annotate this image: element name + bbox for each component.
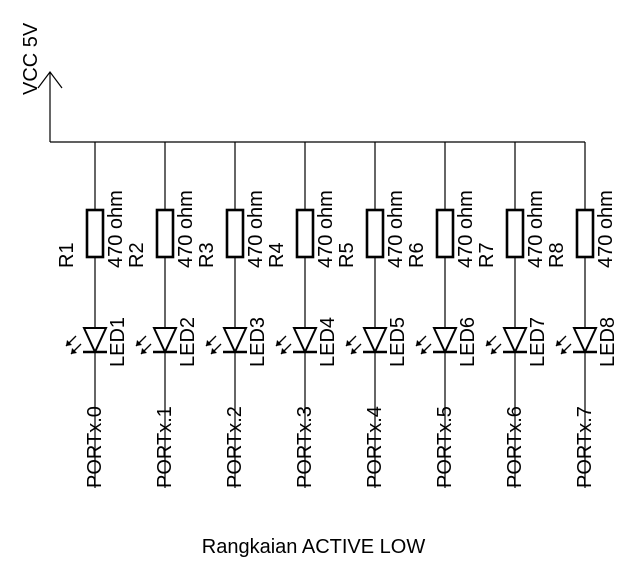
light-arrowhead-icon [421, 348, 427, 354]
light-arrowhead-icon [136, 340, 142, 346]
light-arrowhead-icon [276, 340, 282, 346]
resistor-value-label: 470 ohm [105, 190, 127, 268]
light-arrowhead-icon [351, 348, 357, 354]
light-arrowhead-icon [211, 348, 217, 354]
led-diode-icon [502, 327, 528, 355]
resistor-symbol [365, 208, 385, 259]
led-channel: R2 470 ohm LED2 PORTx.1 [126, 142, 199, 488]
resistor-label: R8 [546, 242, 568, 268]
led-channel: R5 470 ohm LED5 PORTx.4 [336, 142, 409, 488]
resistor-value-label: 470 ohm [385, 190, 407, 268]
port-label: PORTx.6 [504, 406, 526, 488]
port-label: PORTx.1 [154, 406, 176, 488]
light-arrowhead-icon [346, 340, 352, 346]
light-arrowhead-icon [491, 348, 497, 354]
led-channel: R7 470 ohm LED7 PORTx.6 [476, 142, 549, 488]
light-arrowhead-icon [141, 348, 147, 354]
led-channel: R6 470 ohm LED6 PORTx.5 [406, 142, 479, 488]
led-label: LED7 [527, 317, 549, 367]
port-label: PORTx.3 [294, 406, 316, 488]
resistor-value-label: 470 ohm [595, 190, 617, 268]
resistor-symbol [225, 208, 245, 259]
led-label: LED8 [597, 317, 619, 367]
led-label: LED4 [317, 317, 339, 367]
resistor-label: R1 [56, 242, 78, 268]
resistor-value-label: 470 ohm [525, 190, 547, 268]
light-arrowhead-icon [486, 340, 492, 346]
led-channel: R4 470 ohm LED4 PORTx.3 [266, 142, 339, 488]
resistor-symbol [85, 208, 105, 259]
led-label: LED2 [177, 317, 199, 367]
resistor-value-label: 470 ohm [245, 190, 267, 268]
led-label: LED6 [457, 317, 479, 367]
resistor-symbol [155, 208, 175, 259]
light-arrowhead-icon [66, 340, 72, 346]
resistor-label: R6 [406, 242, 428, 268]
led-diode-icon [292, 327, 318, 355]
resistor-label: R7 [476, 242, 498, 268]
resistor-label: R2 [126, 242, 148, 268]
led-label: LED5 [387, 317, 409, 367]
resistor-value-label: 470 ohm [175, 190, 197, 268]
port-label: PORTx.4 [364, 406, 386, 488]
resistor-symbol [575, 208, 595, 259]
light-arrowhead-icon [416, 340, 422, 346]
resistor-label: R3 [196, 242, 218, 268]
port-label: PORTx.7 [574, 406, 596, 488]
led-diode-icon [572, 327, 598, 355]
vcc-supply: VCC 5V [20, 22, 585, 143]
led-diode-icon [152, 327, 178, 355]
led-diode-icon [432, 327, 458, 355]
led-diode-icon [362, 327, 388, 355]
resistor-label: R4 [266, 242, 288, 268]
light-arrowhead-icon [556, 340, 562, 346]
light-arrowhead-icon [71, 348, 77, 354]
led-diode-icon [82, 327, 108, 355]
vcc-label: VCC 5V [20, 22, 42, 95]
resistor-symbol [295, 208, 315, 259]
resistor-label: R5 [336, 242, 358, 268]
led-channel: R3 470 ohm LED3 PORTx.2 [196, 142, 269, 488]
light-arrowhead-icon [561, 348, 567, 354]
light-arrowhead-icon [206, 340, 212, 346]
port-label: PORTx.2 [224, 406, 246, 488]
resistor-symbol [435, 208, 455, 259]
vcc-arrow-icon [37, 71, 63, 89]
led-diode-icon [222, 327, 248, 355]
led-label: LED3 [247, 317, 269, 367]
led-label: LED1 [107, 317, 129, 367]
port-label: PORTx.5 [434, 406, 456, 488]
port-label: PORTx.0 [84, 406, 106, 488]
resistor-symbol [505, 208, 525, 259]
led-channel: R8 470 ohm LED8 PORTx.7 [546, 142, 619, 488]
resistor-value-label: 470 ohm [315, 190, 337, 268]
diagram-caption: Rangkaian ACTIVE LOW [201, 536, 426, 558]
resistor-value-label: 470 ohm [455, 190, 477, 268]
light-arrowhead-icon [281, 348, 287, 354]
led-channel: R1 470 ohm LED1 PORTx.0 [56, 142, 129, 488]
